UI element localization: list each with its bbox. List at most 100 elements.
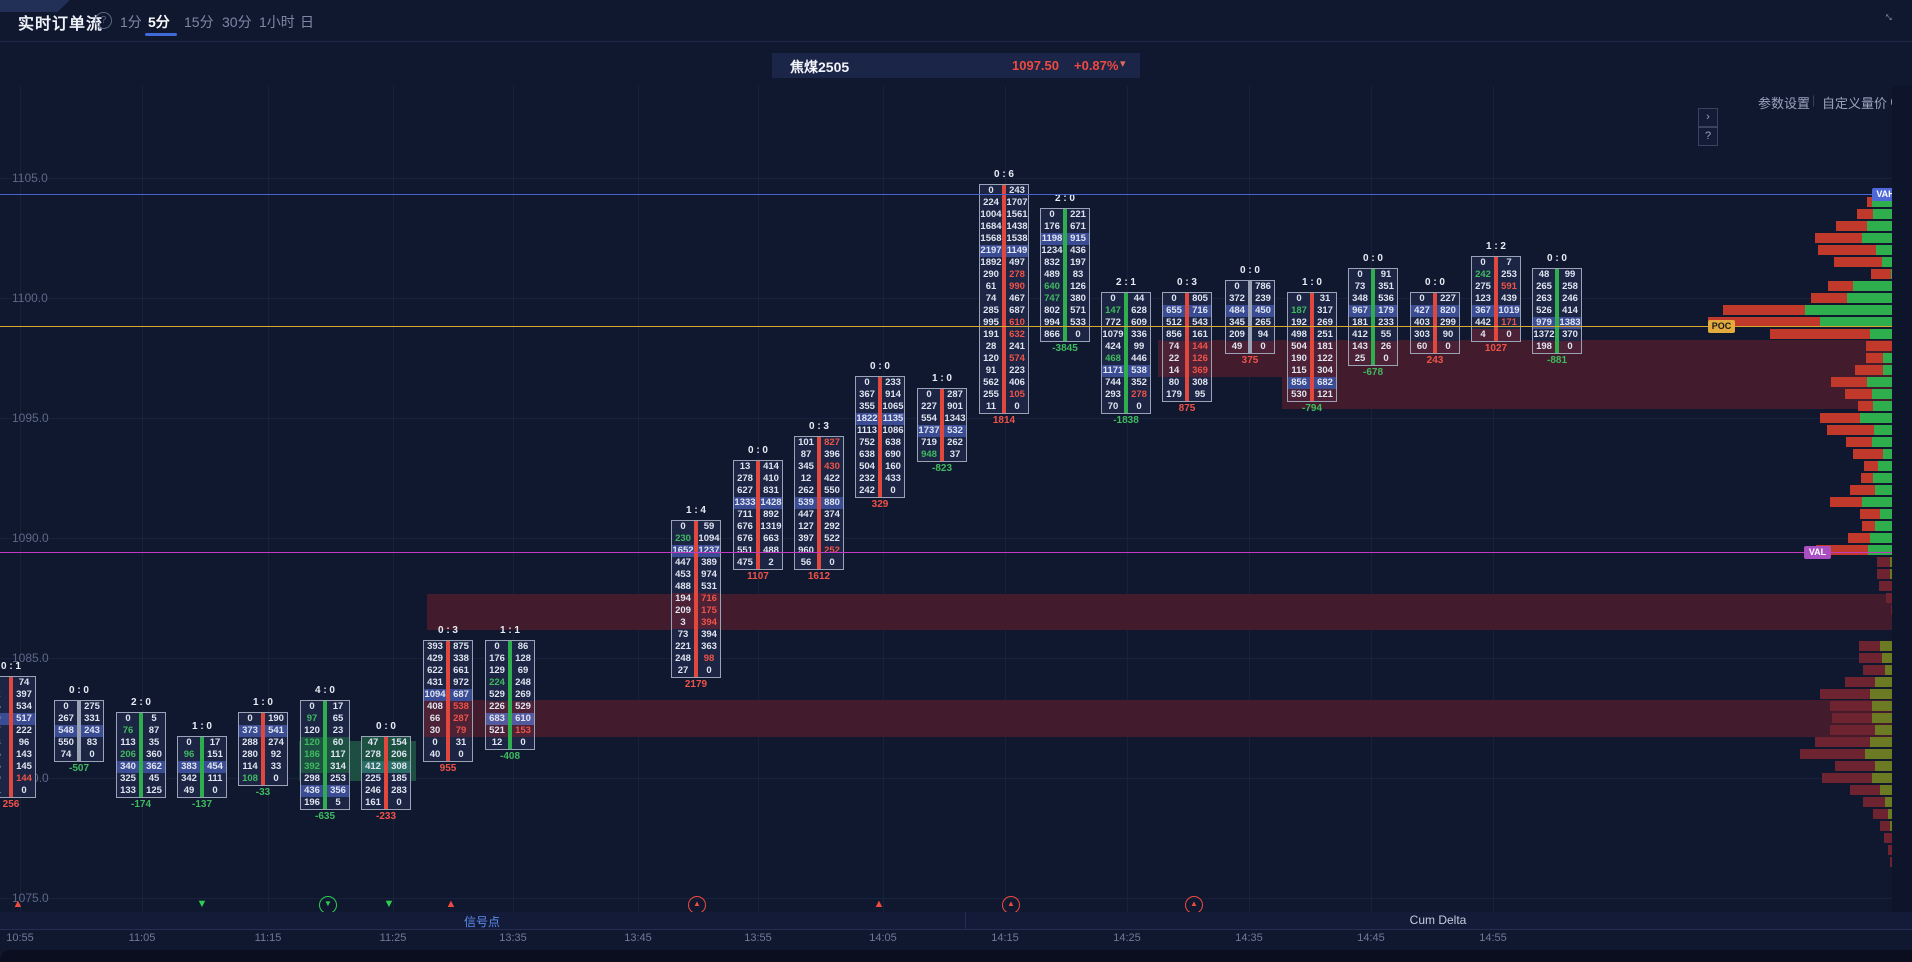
footprint-column[interactable]: 0 233 367 914 355 1065 1822 1135 1113 1086 752 638 6… bbox=[855, 376, 905, 498]
column-delta-footer: -233 bbox=[375, 811, 396, 822]
footprint-column[interactable]: 0 7 242 253 275 591 123 439 367 1019 442 171 4 0 bbox=[1471, 256, 1521, 342]
profile-sell-segment bbox=[1811, 293, 1847, 303]
profile-buy-segment bbox=[1875, 725, 1900, 735]
footprint-cell: 275 bbox=[84, 701, 100, 712]
volume-profile-bar bbox=[1818, 245, 1900, 255]
volume-profile-bar bbox=[1862, 521, 1900, 531]
next-panel-button[interactable]: › bbox=[1698, 108, 1718, 127]
footprint-column[interactable]: 0 91 73 351 348 536 967 179 181 233 412 55 143 26 25 0 bbox=[1348, 268, 1398, 366]
footprint-cell: 866 bbox=[1044, 329, 1060, 340]
tab-日[interactable]: 日 bbox=[300, 14, 314, 30]
tab-15分[interactable]: 15分 bbox=[184, 14, 214, 30]
profile-buy-segment bbox=[1873, 209, 1900, 219]
tab-1分[interactable]: 1分 bbox=[120, 14, 142, 30]
footprint-cell: 129 bbox=[489, 665, 505, 676]
footprint-column[interactable]: 0 59 230 1094 1652 1237 447 389 453 974 488 531 194 7… bbox=[671, 520, 721, 678]
profile-sell-segment bbox=[1800, 749, 1865, 759]
footprint-cell: 298 bbox=[304, 773, 320, 784]
footprint-cell: 232 bbox=[859, 473, 875, 484]
footprint-column[interactable]: 393 875 429 338 622 661 431 972 1094 687 408 538 66 2… bbox=[423, 640, 473, 762]
bottom-scrollbar[interactable] bbox=[0, 950, 1912, 962]
footprint-column[interactable]: 0 17 97 65 120 23 120 60 186 117 392 314 298 253 436 35… bbox=[300, 700, 350, 810]
profile-buy-segment bbox=[1875, 761, 1900, 771]
signal-point-label[interactable]: 信号点 bbox=[463, 915, 501, 929]
footprint-column[interactable]: 0 5 76 87 113 35 206 360 340 362 325 45 133 125 bbox=[116, 712, 166, 798]
footprint-column[interactable]: 0 287 227 901 554 1343 1737 532 719 262 948 37 bbox=[917, 388, 967, 462]
tab-5分[interactable]: 5分 bbox=[148, 14, 170, 30]
footprint-cell: 83 bbox=[1072, 269, 1084, 280]
footprint-cell: 389 bbox=[701, 557, 717, 568]
footprint-cell: 98 bbox=[703, 653, 715, 664]
volume-profile-bar bbox=[1859, 641, 1900, 651]
footprint-cell: 0 bbox=[186, 737, 192, 748]
custom-volume-price-button[interactable]: 自定义量价 bbox=[1822, 96, 1888, 111]
footprint-cell: 948 bbox=[921, 449, 937, 460]
footprint-cell: 265 bbox=[1255, 317, 1271, 328]
footprint-cell: 49 bbox=[1231, 341, 1243, 352]
footprint-cell: 1892 bbox=[980, 257, 1002, 268]
panel-help-button[interactable]: ? bbox=[1698, 127, 1718, 146]
footprint-cell: 115 bbox=[1291, 365, 1307, 376]
footprint-column[interactable]: 0 17 96 151 383 454 342 111 49 0 bbox=[177, 736, 227, 798]
params-settings-button[interactable]: 参数设置 bbox=[1758, 96, 1811, 111]
volume-profile-bar bbox=[1859, 653, 1900, 663]
footprint-column[interactable]: 0 221 176 671 1198 915 1234 436 832 197 489 83 640 12… bbox=[1040, 208, 1090, 342]
footprint-column[interactable]: 101 827 87 396 345 430 12 422 262 550 539 880 447 374… bbox=[794, 436, 844, 570]
footprint-cell: 30 bbox=[429, 725, 441, 736]
footprint-column[interactable]: 0 227 427 820 403 299 303 90 60 0 bbox=[1410, 292, 1460, 354]
volume-profile-bar bbox=[1848, 533, 1900, 543]
footprint-cell: 209 bbox=[675, 605, 691, 616]
column-delta-footer: 875 bbox=[1178, 403, 1196, 414]
footprint-column[interactable]: 47 154 278 206 412 308 225 185 246 283 161 0 bbox=[361, 736, 411, 810]
footprint-cell: 4 bbox=[1480, 329, 1486, 340]
footprint-cell: 360 bbox=[146, 749, 162, 760]
footprint-cell: 497 bbox=[1009, 257, 1025, 268]
column-delta-footer: 2179 bbox=[684, 679, 708, 690]
footprint-column[interactable]: 0 275 267 331 548 243 550 83 74 0 bbox=[54, 700, 104, 762]
footprint-cell: 275 bbox=[1475, 281, 1491, 292]
footprint-column[interactable]: 74 2 397 4 534 0 517 7 222 3 96 5 143 5 145 9 144 1 0 bbox=[0, 676, 36, 798]
tab-1小时[interactable]: 1小时 bbox=[259, 14, 295, 30]
footprint-cell: 442 bbox=[1475, 317, 1491, 328]
chevron-down-icon[interactable]: ▾ bbox=[1120, 58, 1126, 70]
volume-profile-bar bbox=[1815, 233, 1900, 243]
footprint-column[interactable]: 0 31 187 317 192 269 498 251 504 181 190 122 115 304 8… bbox=[1287, 292, 1337, 402]
volume-profile-bar bbox=[1828, 281, 1900, 291]
footprint-cell: 522 bbox=[824, 533, 840, 544]
footprint-column[interactable]: 13 414 278 410 627 831 1333 1428 711 892 676 1319 67… bbox=[733, 460, 783, 570]
volume-profile-bar bbox=[1830, 497, 1900, 507]
footprint-cell: 488 bbox=[675, 581, 691, 592]
volume-profile-bar bbox=[1867, 197, 1900, 207]
expand-icon[interactable]: ↔ bbox=[1880, 5, 1901, 26]
footprint-cell: 562 bbox=[983, 377, 999, 388]
footprint-cell: 233 bbox=[885, 377, 901, 388]
footprint-cell: 467 bbox=[1009, 293, 1025, 304]
profile-buy-segment bbox=[1870, 329, 1900, 339]
footprint-cell: 0 bbox=[432, 737, 438, 748]
footprint-column[interactable]: 0 86 176 128 129 69 224 248 529 269 226 529 683 610 52… bbox=[485, 640, 535, 750]
corner-ribbon bbox=[0, 0, 70, 12]
cum-delta-label[interactable]: Cum Delta bbox=[1409, 913, 1467, 927]
footprint-cell: 414 bbox=[1562, 305, 1578, 316]
footprint-column[interactable]: 0 805 655 716 512 543 856 161 74 144 22 126 14 369 80 3… bbox=[1162, 292, 1212, 402]
footprint-column[interactable]: 0 243 224 1707 1004 1561 1684 1438 1568 1538 2197 1… bbox=[979, 184, 1029, 414]
footprint-cell: 133 bbox=[120, 785, 136, 796]
footprint-cell: 772 bbox=[1105, 317, 1121, 328]
footprint-cell: 0 bbox=[680, 521, 686, 532]
time-gridline bbox=[513, 86, 514, 912]
footprint-cell: 176 bbox=[489, 653, 505, 664]
profile-buy-segment bbox=[1872, 389, 1900, 399]
profile-buy-segment bbox=[1882, 257, 1900, 267]
footprint-cell: 383 bbox=[181, 761, 197, 772]
help-icon[interactable]: ? bbox=[95, 12, 112, 29]
footprint-column[interactable]: 0 44 147 628 772 609 1079 336 424 99 468 446 1171 538… bbox=[1101, 292, 1151, 414]
footprint-cell: 671 bbox=[1070, 221, 1086, 232]
footprint-column[interactable]: 0 190 373 541 288 274 280 92 114 33 108 0 bbox=[238, 712, 288, 786]
footprint-cell: 687 bbox=[1009, 305, 1025, 316]
footprint-column[interactable]: 48 99 265 258 263 246 526 414 979 1383 1372 370 198 0 bbox=[1532, 268, 1582, 354]
footprint-cell: 117 bbox=[330, 749, 346, 760]
instrument-selector[interactable]: 焦煤2505 1097.50 +0.87% ▾ bbox=[772, 53, 1140, 78]
footprint-column[interactable]: 0 786 372 239 484 450 345 265 209 94 49 0 bbox=[1225, 280, 1275, 354]
footprint-cell: 752 bbox=[859, 437, 875, 448]
tab-30分[interactable]: 30分 bbox=[222, 14, 252, 30]
